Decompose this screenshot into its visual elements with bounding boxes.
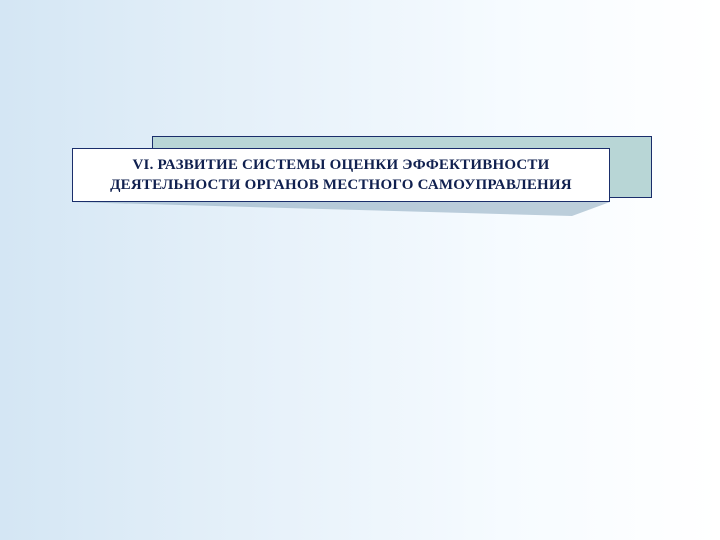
title-box-front: VI. РАЗВИТИЕ СИСТЕМЫ ОЦЕНКИ ЭФФЕКТИВНОСТ…	[72, 148, 610, 202]
slide-title: VI. РАЗВИТИЕ СИСТЕМЫ ОЦЕНКИ ЭФФЕКТИВНОСТ…	[85, 155, 597, 196]
title-box-shadow	[72, 202, 610, 220]
title-box-stack: VI. РАЗВИТИЕ СИСТЕМЫ ОЦЕНКИ ЭФФЕКТИВНОСТ…	[72, 148, 642, 216]
